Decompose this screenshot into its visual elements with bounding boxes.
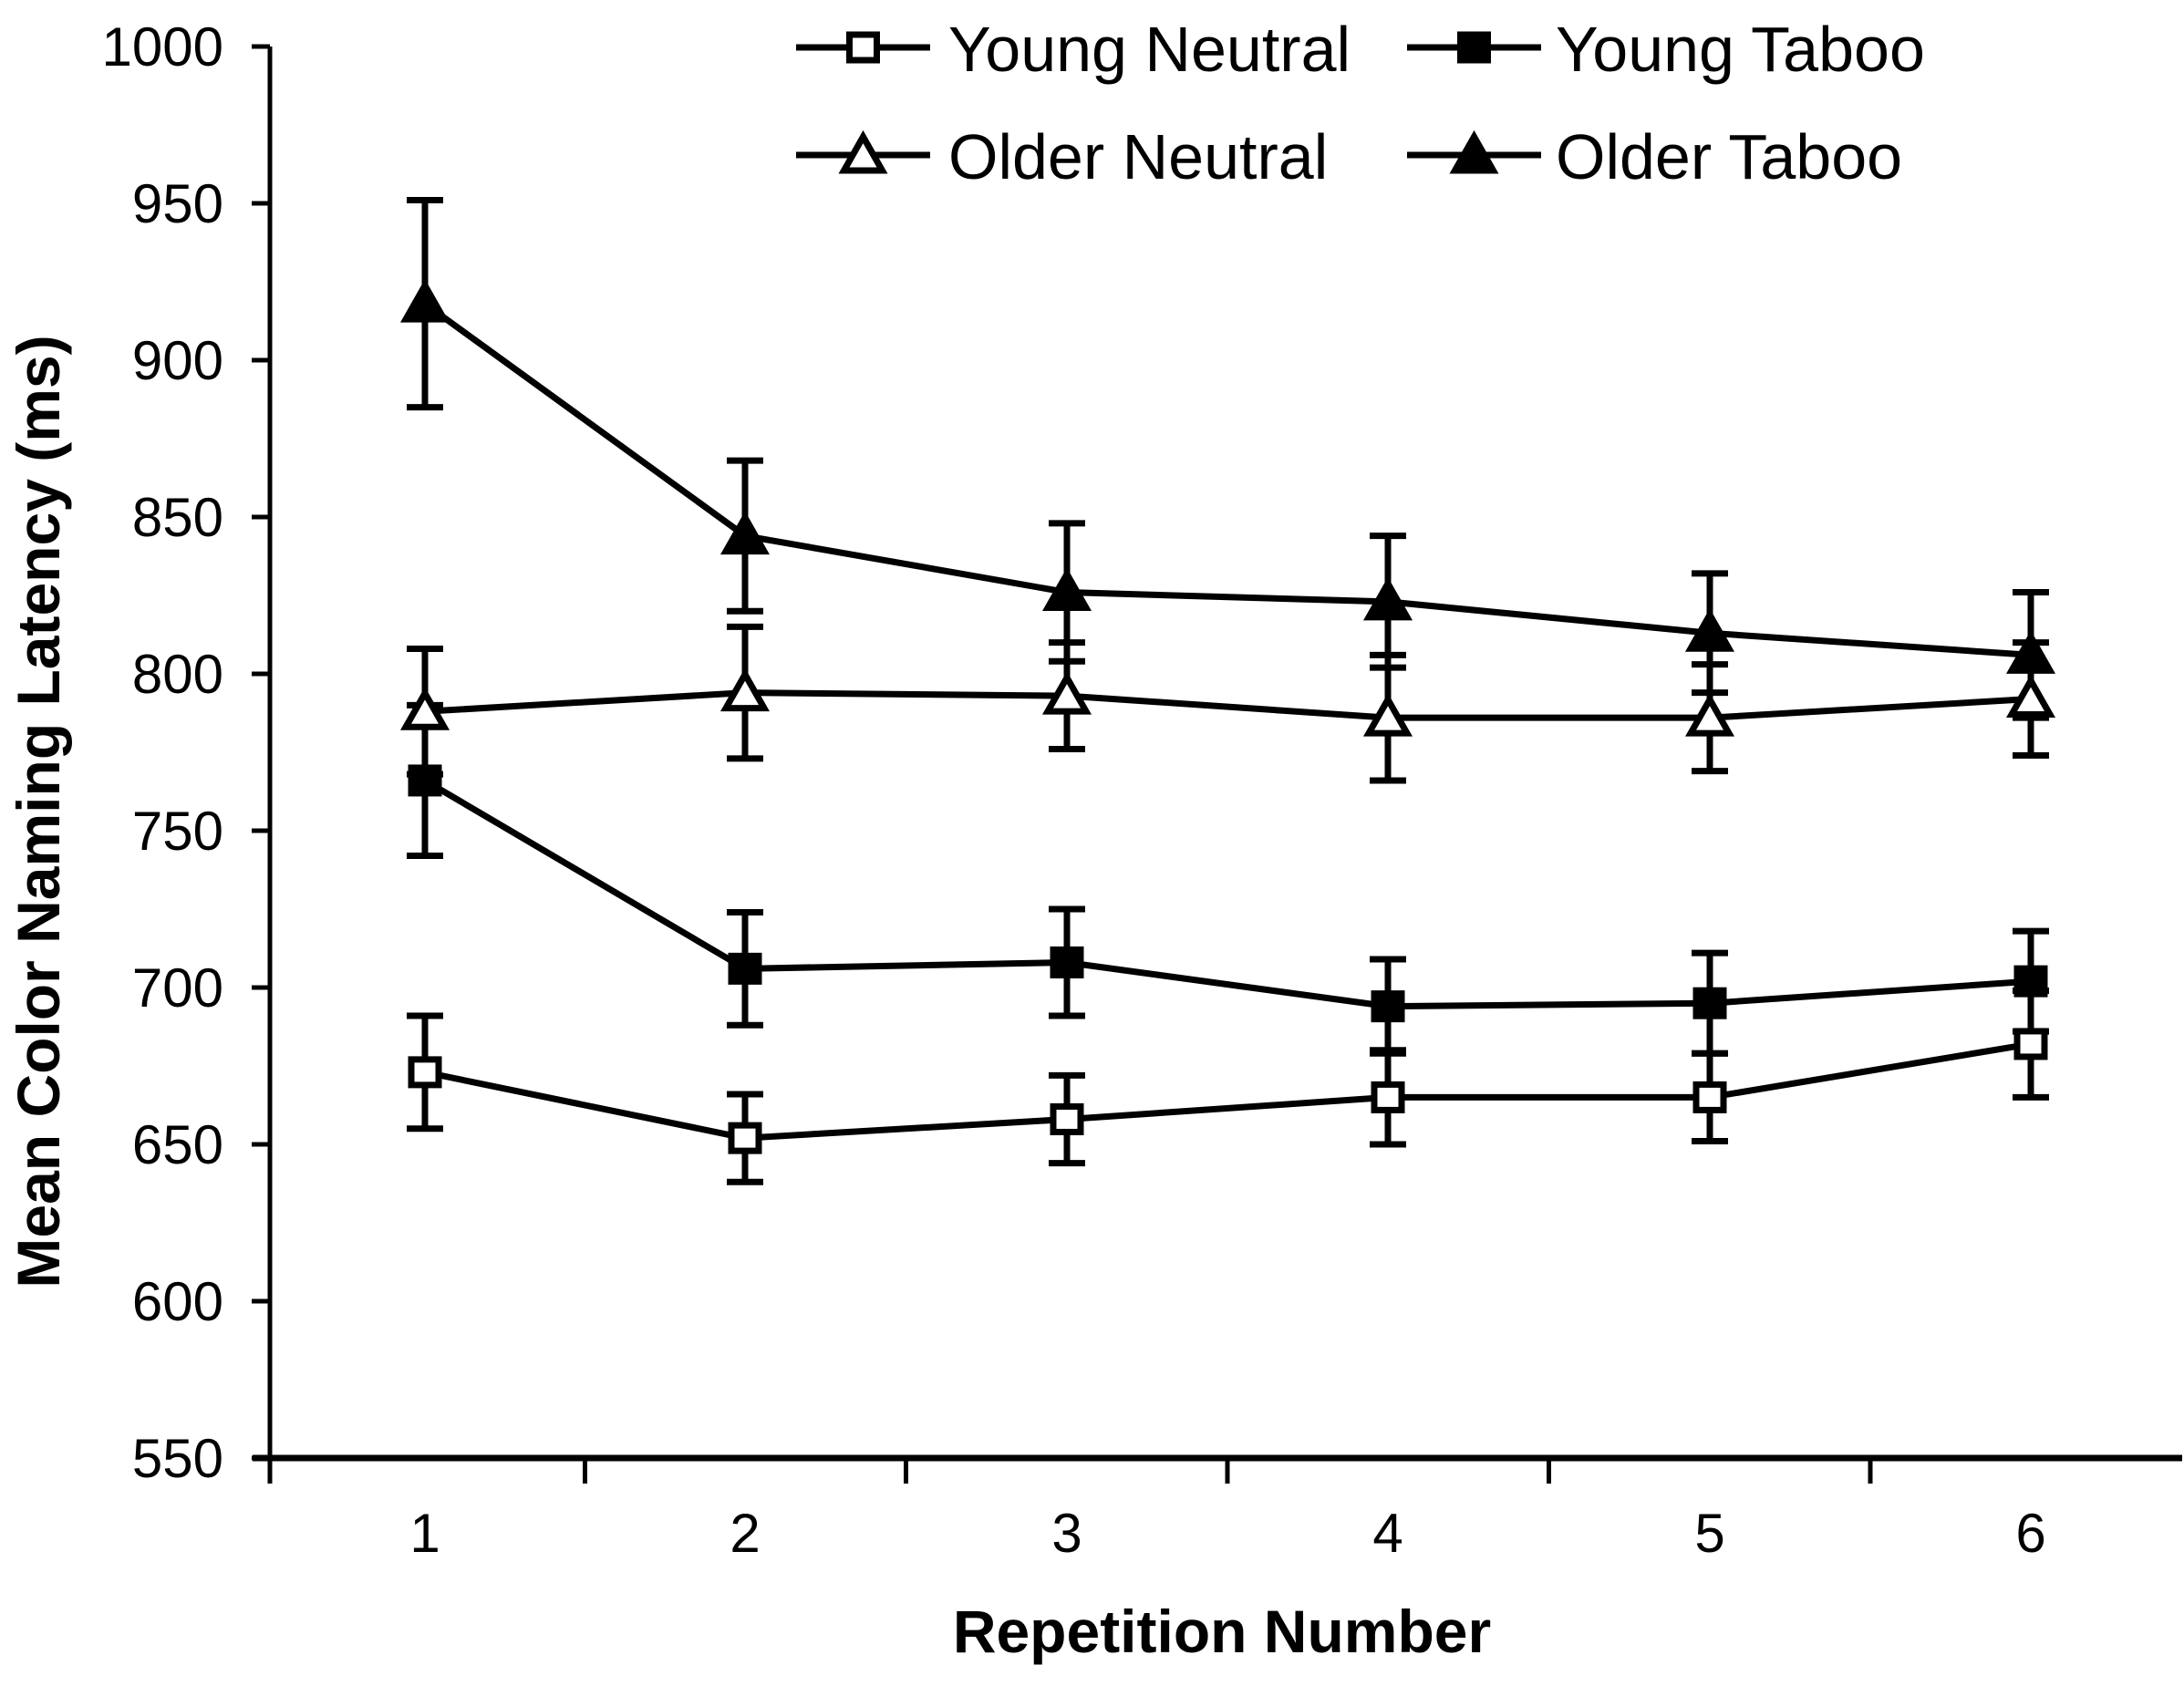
x-tick-label: 4 <box>1372 1503 1403 1564</box>
plot-area <box>252 44 2182 1484</box>
series-markers-young-neutral <box>408 1028 2048 1154</box>
marker-older-neutral-rep6 <box>2005 674 2056 719</box>
x-tick-label: 2 <box>730 1503 760 1564</box>
marker-older-taboo-rep2 <box>719 511 771 555</box>
marker-older-neutral-rep5 <box>1684 693 1735 737</box>
x-tick-label: 3 <box>1051 1503 1082 1564</box>
marker-young-taboo-rep2 <box>728 952 762 985</box>
marker-older-taboo-rep3 <box>1041 567 1092 612</box>
legend-item-young-neutral <box>796 31 930 64</box>
series-markers-older-neutral <box>399 667 2056 737</box>
x-tick-label: 6 <box>2015 1503 2045 1564</box>
error-bars-young-taboo <box>407 701 2049 1057</box>
legend: Young Neutral Young Taboo Older Neutral … <box>796 14 1925 192</box>
marker-young-neutral-rep6 <box>2013 1028 2048 1060</box>
series-markers-young-taboo <box>408 764 2048 1023</box>
x-tick-label: 1 <box>409 1503 440 1564</box>
marker-older-taboo-rep4 <box>1362 576 1413 621</box>
marker-young-neutral-rep4 <box>1371 1081 1405 1113</box>
series-line-young-taboo <box>423 777 2032 1010</box>
legend-item-older-taboo <box>1407 129 1541 174</box>
x-axis-title: Repetition Number <box>953 1598 1491 1665</box>
marker-older-taboo-rep1 <box>399 278 450 323</box>
error-bars-young-neutral <box>407 987 2049 1185</box>
y-tick-label: 1000 <box>102 16 223 78</box>
legend-markers <box>796 31 1541 174</box>
marker-young-neutral-rep5 <box>1692 1081 1727 1113</box>
series-line-young-neutral <box>424 1040 2032 1142</box>
marker-older-neutral-rep3 <box>1041 670 1092 715</box>
series-line-older-taboo <box>422 301 2032 658</box>
y-tick-label: 800 <box>132 644 223 705</box>
series-markers-older-taboo <box>399 278 2056 674</box>
y-tick-label: 900 <box>132 330 223 391</box>
legend-label-older-taboo: Older Taboo <box>1556 121 1902 192</box>
y-tick-label: 550 <box>132 1428 223 1489</box>
marker-older-neutral-rep2 <box>719 667 771 712</box>
y-tick-label: 600 <box>132 1271 223 1332</box>
legend-marker-young-neutral <box>846 31 880 64</box>
legend-marker-older-taboo <box>1449 129 1499 174</box>
legend-label-young-taboo: Young Taboo <box>1556 14 1925 85</box>
axes <box>252 44 2182 1484</box>
y-axis-title: Mean Color Naming Latency (ms) <box>5 335 72 1288</box>
marker-older-taboo-rep6 <box>2005 630 2056 674</box>
marker-young-taboo-rep6 <box>2013 965 2048 998</box>
marker-older-taboo-rep5 <box>1684 608 1735 652</box>
legend-marker-older-neutral <box>838 129 888 174</box>
marker-young-neutral-rep1 <box>408 1056 442 1089</box>
legend-marker-young-taboo <box>1457 31 1491 64</box>
marker-young-taboo-rep3 <box>1050 946 1084 978</box>
marker-young-taboo-rep5 <box>1692 987 1727 1019</box>
legend-item-older-neutral <box>796 129 930 174</box>
y-tick-label: 650 <box>132 1114 223 1175</box>
y-tick-label: 750 <box>132 801 223 862</box>
series-line-older-neutral <box>424 689 2032 721</box>
marker-young-neutral-rep3 <box>1050 1102 1084 1135</box>
x-axis-tick-labels: 1 2 3 4 5 6 <box>409 1503 2045 1564</box>
y-tick-label: 950 <box>132 173 223 234</box>
x-tick-label: 5 <box>1694 1503 1724 1564</box>
legend-label-young-neutral: Young Neutral <box>948 14 1351 85</box>
y-axis-tick-labels: 1000 950 900 850 800 750 700 650 600 550 <box>102 16 223 1489</box>
marker-young-neutral-rep2 <box>728 1122 762 1154</box>
marker-older-neutral-rep4 <box>1362 693 1413 737</box>
marker-older-neutral-rep1 <box>399 687 450 730</box>
legend-label-older-neutral: Older Neutral <box>948 121 1328 192</box>
marker-young-taboo-rep4 <box>1371 990 1405 1023</box>
y-tick-label: 850 <box>132 487 223 548</box>
y-tick-label: 700 <box>132 957 223 1019</box>
marker-young-taboo-rep1 <box>408 764 442 797</box>
legend-item-young-taboo <box>1407 31 1541 64</box>
